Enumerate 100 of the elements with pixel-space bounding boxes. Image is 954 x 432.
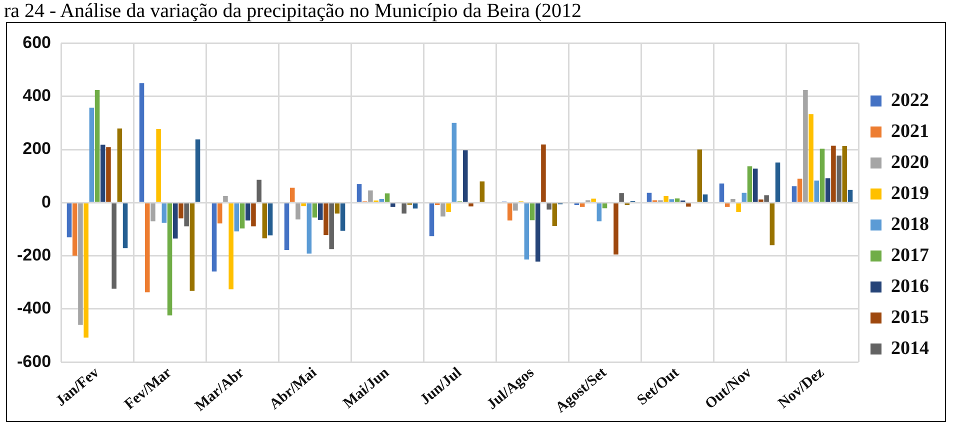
bar [619, 193, 624, 202]
bar [808, 114, 814, 202]
bar [513, 203, 518, 211]
bar [719, 184, 724, 202]
bar [580, 203, 585, 207]
bar [368, 190, 373, 202]
bar [78, 203, 83, 325]
bar [820, 148, 825, 202]
bar [306, 203, 312, 254]
bar [89, 108, 94, 202]
bar [212, 203, 217, 272]
bar [144, 203, 150, 292]
bar [240, 203, 245, 228]
bar [752, 168, 758, 202]
bar [256, 180, 262, 202]
bar [764, 195, 769, 202]
bar [792, 186, 797, 202]
bar [440, 203, 446, 216]
bar [312, 203, 318, 218]
bar [814, 180, 820, 202]
bar [468, 203, 474, 206]
bar [775, 162, 780, 202]
bar [167, 203, 172, 316]
bar [100, 144, 106, 202]
bar [848, 190, 853, 202]
bar [340, 203, 346, 231]
y-tick-label: 400 [22, 86, 52, 106]
bar [797, 178, 802, 202]
bar [646, 192, 652, 202]
bar [190, 203, 195, 291]
bar [524, 203, 530, 260]
bar [245, 203, 250, 220]
bar [591, 198, 596, 202]
bar [251, 203, 256, 226]
bar [262, 203, 268, 238]
bar [552, 203, 558, 226]
bar [178, 203, 184, 218]
y-tick-label: 600 [22, 32, 52, 52]
bar [736, 203, 741, 212]
bar [112, 203, 116, 289]
bar [530, 203, 535, 220]
bar [429, 203, 434, 236]
bar [446, 203, 451, 212]
bar [541, 144, 546, 202]
bar [139, 83, 144, 202]
bar [596, 203, 602, 222]
bar [535, 203, 540, 262]
bar [379, 198, 384, 202]
bar [803, 90, 808, 202]
bar [223, 196, 228, 202]
bar [669, 199, 674, 202]
legend-label: 2018 [891, 214, 929, 235]
y-tick-label: 0 [42, 192, 52, 212]
legend-label: 2020 [891, 152, 929, 173]
bar [156, 129, 161, 202]
bar [106, 147, 111, 202]
bar [228, 203, 234, 290]
bar [825, 178, 830, 202]
bar [402, 203, 406, 214]
bar [742, 192, 747, 202]
bar [724, 203, 730, 207]
bar [831, 146, 836, 202]
bar [284, 203, 290, 250]
bar [730, 198, 736, 202]
bar [162, 203, 167, 223]
bar [770, 203, 775, 246]
bar [356, 184, 362, 202]
bar [462, 150, 468, 202]
bar [334, 203, 340, 214]
bar [94, 90, 100, 202]
legend-label: 2022 [891, 90, 929, 111]
bar [66, 203, 72, 238]
bar [702, 194, 708, 202]
bar [172, 203, 178, 239]
bar [195, 139, 200, 202]
bar [301, 203, 306, 206]
bar [72, 203, 78, 256]
bar [84, 203, 88, 338]
bar [384, 193, 390, 202]
bar [329, 203, 334, 250]
legend-label: 2019 [891, 182, 929, 204]
legend-label: 2017 [891, 244, 930, 266]
bar [412, 203, 418, 209]
bar [747, 166, 752, 202]
bar [674, 198, 680, 202]
bar [318, 203, 323, 220]
bar [758, 199, 764, 202]
bar [296, 203, 300, 220]
bar [184, 203, 189, 226]
y-tick-label: 200 [22, 139, 52, 158]
legend-label: 2015 [891, 306, 929, 328]
legend-label: 2016 [891, 276, 929, 297]
chart-title: ra 24 - Análise da variação da precipitação no Município da Beira (2012 [3, 0, 583, 22]
bar [836, 156, 842, 202]
bar [614, 203, 618, 254]
y-tick-label: -400 [16, 298, 52, 318]
legend-label: 2014 [891, 338, 930, 359]
bar [480, 181, 485, 202]
bar [390, 203, 396, 207]
bar [842, 146, 848, 202]
